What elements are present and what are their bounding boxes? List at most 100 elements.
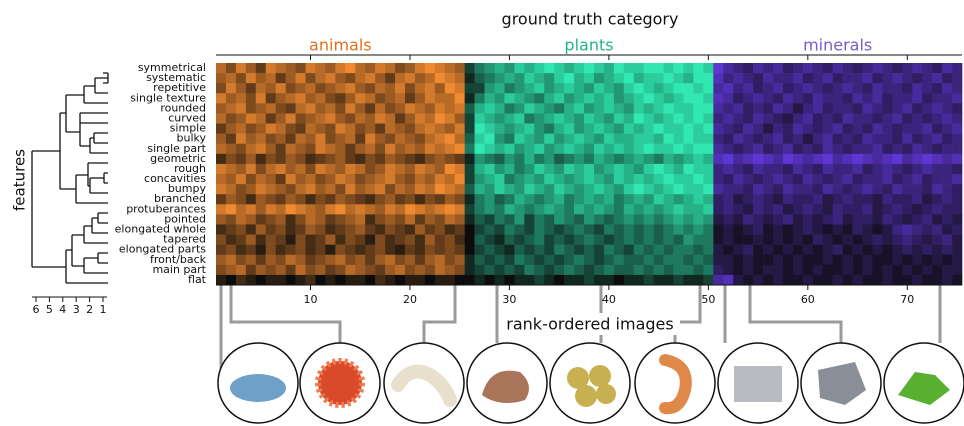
heat-cell bbox=[733, 194, 744, 205]
heat-cell bbox=[305, 143, 316, 155]
heat-cell bbox=[504, 214, 515, 225]
heat-cell bbox=[942, 133, 953, 145]
heat-cell bbox=[782, 73, 794, 84]
heat-cell bbox=[395, 194, 406, 205]
heat-cell bbox=[275, 163, 286, 175]
heat-cell bbox=[842, 133, 853, 145]
heat-cell bbox=[514, 184, 525, 195]
heat-cell bbox=[484, 234, 495, 245]
heat-cell bbox=[743, 83, 754, 94]
heat-cell bbox=[663, 264, 674, 276]
heat-cell bbox=[633, 264, 645, 276]
heat-cell bbox=[434, 103, 446, 114]
heat-cell bbox=[763, 214, 774, 225]
heat-cell bbox=[603, 103, 615, 114]
heat-cell bbox=[345, 153, 356, 165]
heat-cell bbox=[295, 83, 306, 94]
heat-cell bbox=[882, 264, 893, 276]
heat-cell bbox=[305, 153, 316, 165]
heat-cell bbox=[623, 174, 635, 185]
heat-cell bbox=[434, 184, 446, 195]
heat-cell bbox=[275, 224, 286, 235]
heat-cell bbox=[225, 244, 237, 256]
x-tick-label: 60 bbox=[801, 293, 815, 306]
heat-cell bbox=[753, 244, 764, 256]
heat-cell bbox=[743, 264, 754, 276]
heat-cell bbox=[613, 73, 625, 84]
heat-cell bbox=[703, 63, 714, 74]
heat-cell bbox=[882, 184, 893, 195]
heat-cell bbox=[464, 93, 475, 104]
heat-cell bbox=[395, 204, 406, 215]
heat-cell bbox=[335, 224, 346, 235]
heat-cell bbox=[395, 83, 406, 94]
heat-cell bbox=[723, 153, 734, 165]
heat-cell bbox=[265, 274, 276, 286]
heat-cell bbox=[345, 264, 356, 276]
heat-cell bbox=[643, 133, 654, 145]
heat-cell bbox=[305, 163, 316, 175]
heat-cell bbox=[524, 163, 535, 175]
heat-cell bbox=[424, 133, 436, 145]
heat-cell bbox=[683, 153, 694, 165]
heat-cell bbox=[345, 83, 356, 94]
heat-cell bbox=[673, 143, 684, 155]
heat-cell bbox=[424, 244, 436, 256]
heat-cell bbox=[942, 224, 953, 235]
heat-cell bbox=[216, 274, 227, 286]
heat-cell bbox=[862, 264, 873, 276]
heat-cell bbox=[832, 204, 843, 215]
heat-cell bbox=[225, 174, 237, 185]
heat-cell bbox=[723, 194, 734, 205]
heat-cell bbox=[623, 133, 635, 145]
heat-cell bbox=[315, 214, 326, 225]
heat-cell bbox=[434, 224, 446, 235]
heat-cell bbox=[952, 194, 963, 205]
heat-cell bbox=[484, 214, 495, 225]
heat-cell bbox=[395, 93, 406, 104]
heat-cell bbox=[385, 163, 396, 175]
heat-cell bbox=[792, 234, 804, 245]
heat-cell bbox=[902, 264, 913, 276]
heat-cell bbox=[404, 83, 416, 94]
heat-cell bbox=[773, 93, 784, 104]
heat-cell bbox=[603, 153, 615, 165]
heat-cell bbox=[593, 73, 605, 84]
heat-cell bbox=[534, 214, 545, 225]
heat-cell bbox=[524, 194, 535, 205]
heat-cell bbox=[693, 224, 704, 235]
heat-cell bbox=[444, 184, 456, 195]
heat-cell bbox=[802, 113, 814, 124]
heat-cell bbox=[922, 204, 933, 215]
heat-cell bbox=[504, 224, 515, 235]
heat-cell bbox=[564, 133, 575, 145]
heat-cell bbox=[812, 264, 824, 276]
heat-cell bbox=[325, 63, 336, 74]
heat-cell bbox=[603, 254, 615, 266]
heat-cell bbox=[325, 264, 336, 276]
heat-cell bbox=[942, 153, 953, 165]
heat-cell bbox=[842, 123, 853, 134]
heat-cell bbox=[404, 254, 416, 266]
heat-cell bbox=[255, 214, 267, 225]
row-label: rough bbox=[174, 162, 206, 175]
heat-cell bbox=[255, 133, 267, 145]
heat-cell bbox=[474, 204, 485, 215]
heat-cell bbox=[285, 113, 296, 124]
x-tick-label: 50 bbox=[701, 293, 715, 306]
heat-cell bbox=[265, 153, 276, 165]
heat-cell bbox=[454, 123, 465, 134]
heat-cell bbox=[375, 174, 386, 185]
heat-cell bbox=[862, 234, 873, 245]
heat-cell bbox=[723, 113, 734, 124]
heat-cell bbox=[414, 153, 426, 165]
x-tick-label: 40 bbox=[602, 293, 616, 306]
heat-cell bbox=[554, 254, 565, 266]
heat-cell bbox=[932, 103, 943, 114]
heat-cell bbox=[385, 254, 396, 266]
heat-cell bbox=[355, 224, 366, 235]
heat-cell bbox=[216, 224, 227, 235]
heat-cell bbox=[514, 204, 525, 215]
heat-cell bbox=[663, 83, 674, 94]
heat-cell bbox=[345, 204, 356, 215]
